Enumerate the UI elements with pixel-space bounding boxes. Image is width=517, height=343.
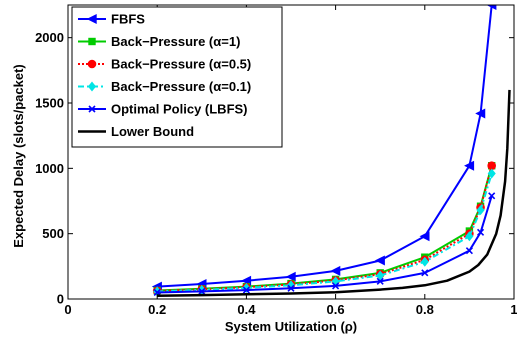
x-tick-label-1: 0.2 [148,302,166,317]
y-tick-label-1: 500 [42,226,64,241]
x-tick-label-4: 0.8 [416,302,434,317]
legend: FBFS Back−Pressure (α=1) Back−Pressure (α=… [72,7,282,147]
data-point-2-9 [488,162,496,170]
y-tick-label-0: 0 [57,292,64,307]
legend-label-2: Back−Pressure (α=0.5) [111,57,251,72]
legend-label-3: Back−Pressure (α=0.1) [111,79,251,94]
y-tick-label-2: 1000 [35,161,64,176]
x-tick-label-0: 0 [64,302,71,317]
x-axis-label: System Utilization (ρ) [225,319,357,334]
x-tick-label-3: 0.6 [327,302,345,317]
x-tick-label-5: 1 [510,302,517,317]
x-tick-label-2: 0.4 [237,302,256,317]
y-axis-label: Expected Delay (slots/packet) [11,64,26,248]
legend-label-0: FBFS [111,12,145,27]
legend-label-4: Optimal Policy (LBFS) [111,102,248,117]
legend-label-5: Lower Bound [111,124,194,139]
legend-label-1: Back−Pressure (α=1) [111,34,240,49]
y-tick-label-3: 1500 [35,96,64,111]
legend-swatch-marker-1 [89,38,95,44]
legend-swatch-marker-2 [88,60,96,68]
y-tick-label-4: 2000 [35,30,64,45]
